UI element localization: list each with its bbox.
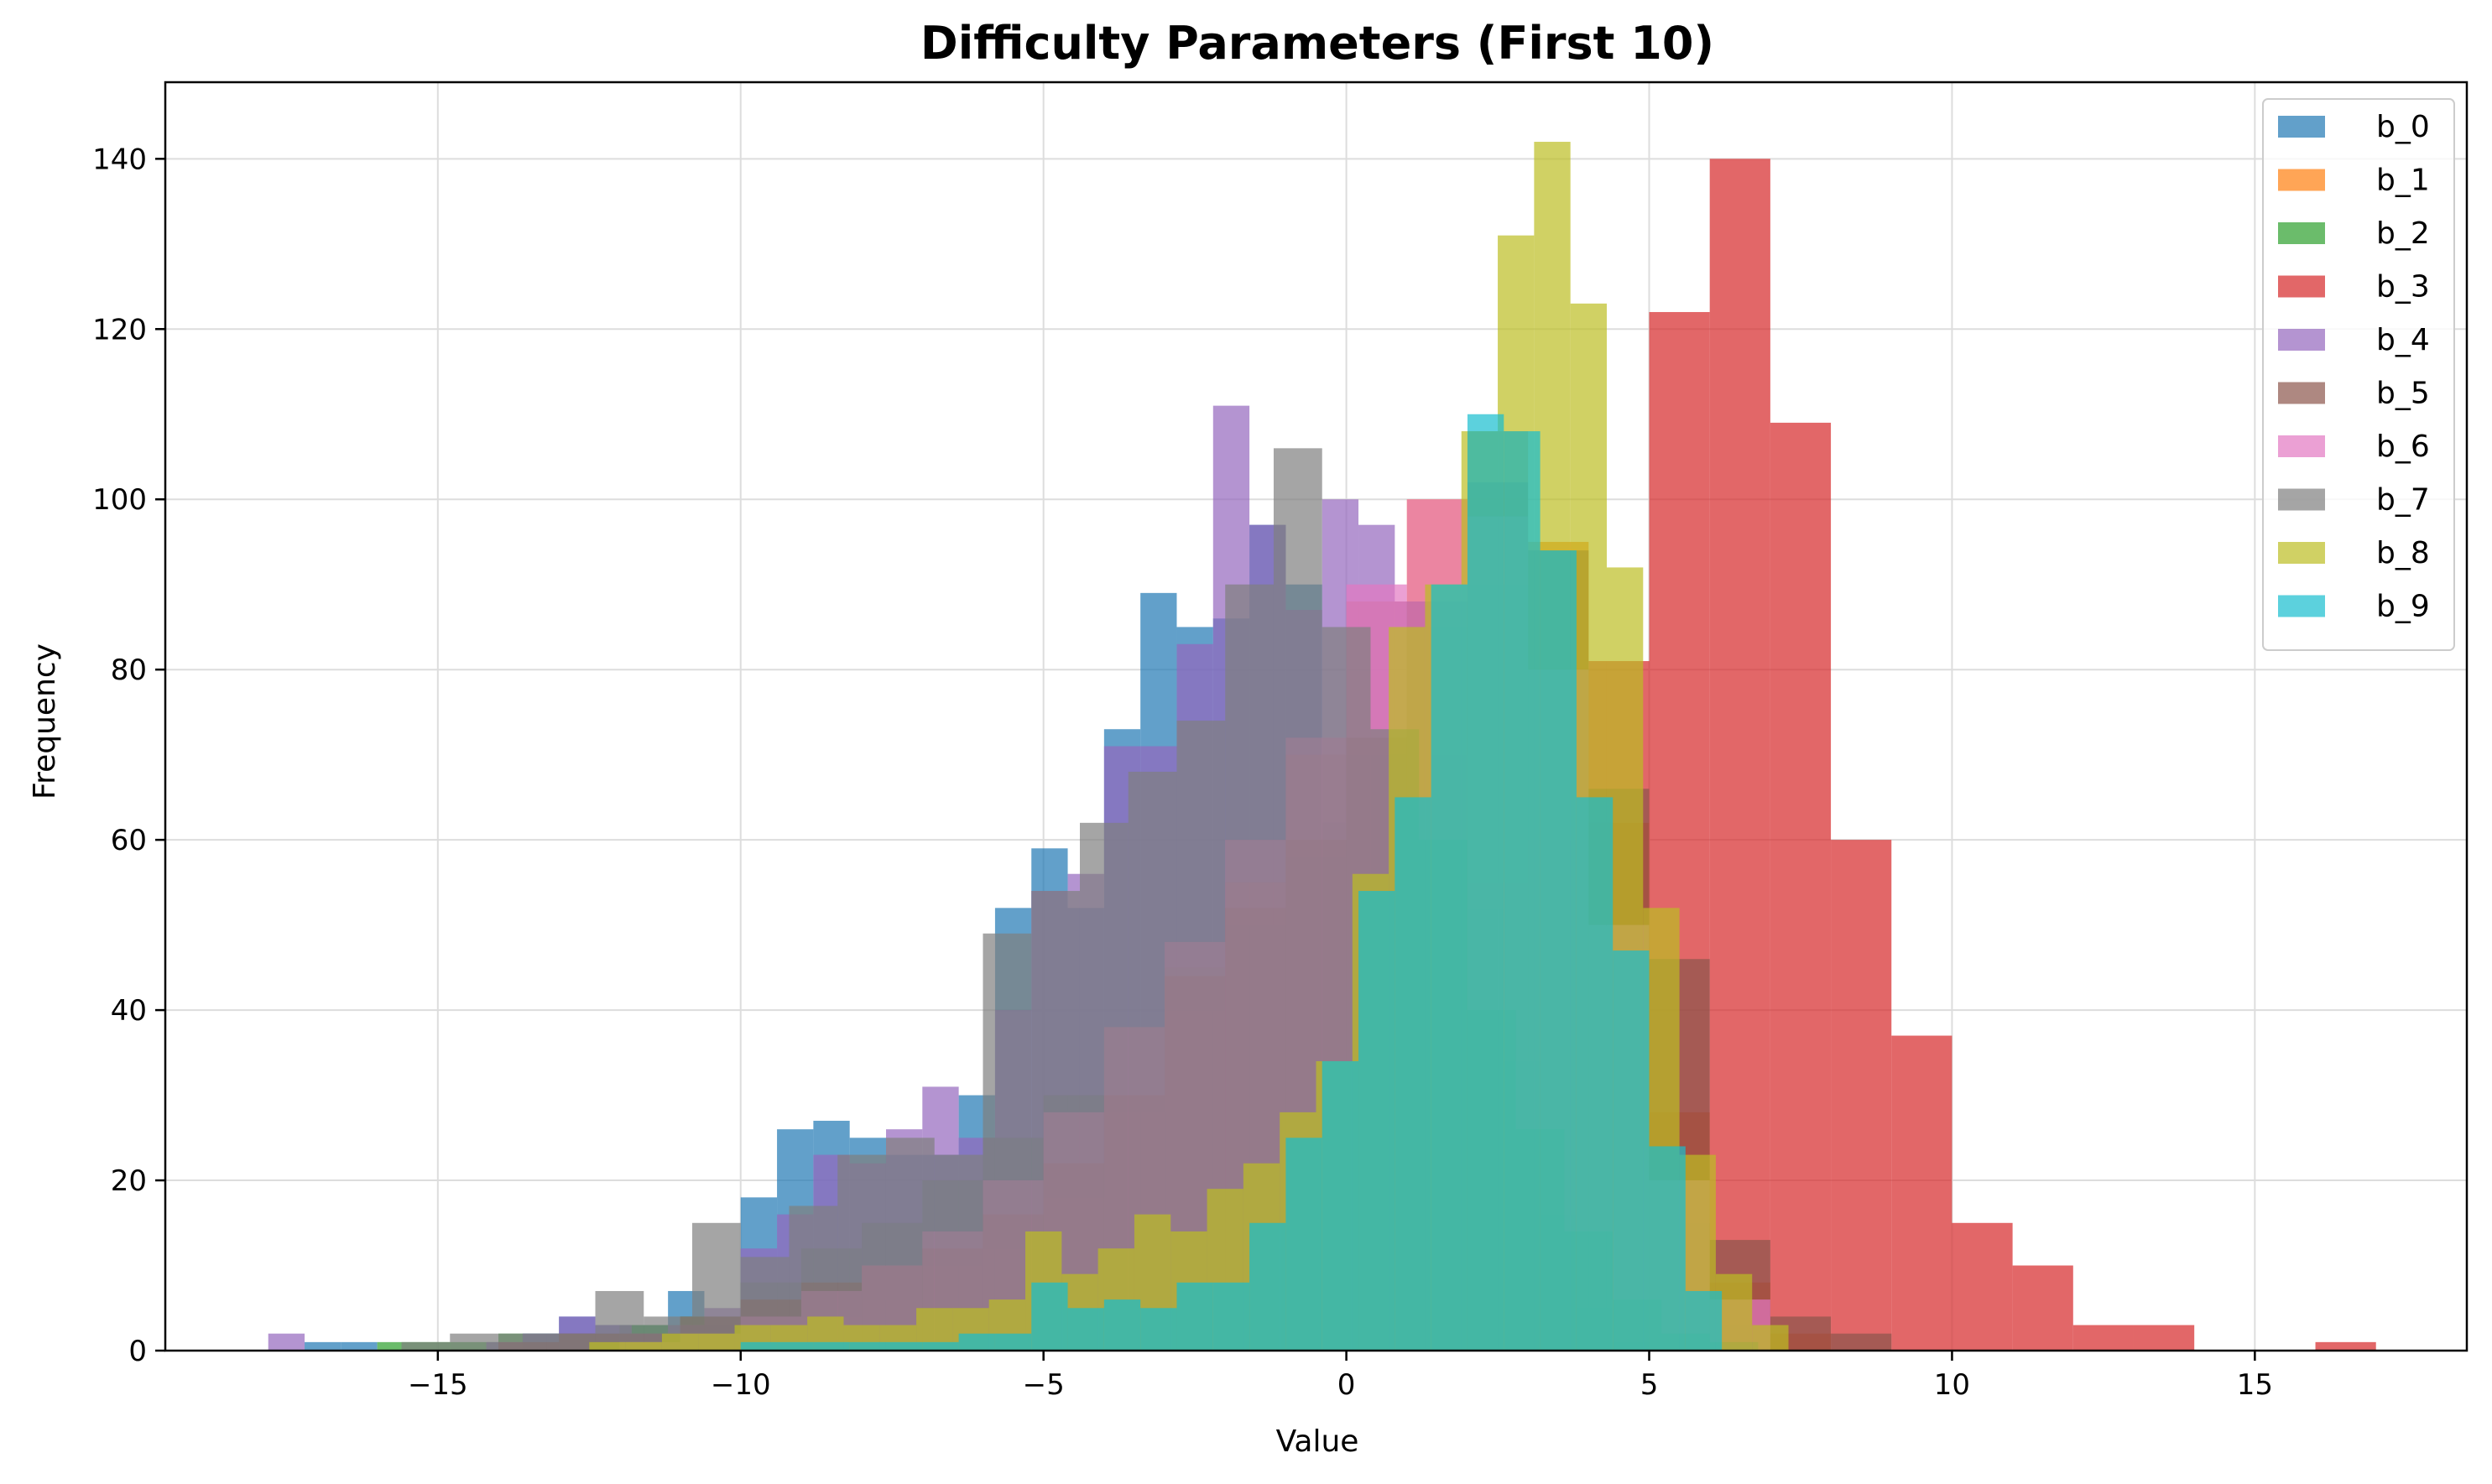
x-tick-label: −10 bbox=[711, 1368, 771, 1402]
y-tick-label: 120 bbox=[92, 313, 147, 346]
x-axis-label: Value bbox=[1276, 1424, 1359, 1459]
bar-b_9 bbox=[1576, 797, 1614, 1351]
bar-b_7 bbox=[498, 1333, 547, 1351]
legend-swatch-b_6 bbox=[2278, 435, 2325, 457]
x-axis-ticks: −15 −10 −5 0 5 10 15 bbox=[408, 1351, 2273, 1402]
bar-b_3 bbox=[2315, 1341, 2376, 1351]
bar-b_9 bbox=[1467, 414, 1504, 1351]
y-tick-label: 100 bbox=[92, 483, 147, 517]
bar-b_9 bbox=[1431, 584, 1468, 1351]
y-axis-ticks: 0 20 40 60 80 100 120 140 bbox=[92, 143, 165, 1368]
legend-swatch-b_7 bbox=[2278, 488, 2325, 511]
legend-swatch-b_2 bbox=[2278, 222, 2325, 244]
legend-label-b_0: b_0 bbox=[2376, 110, 2430, 144]
x-tick-label: 15 bbox=[2237, 1368, 2273, 1402]
bar-b_9 bbox=[1031, 1282, 1068, 1351]
legend-label-b_5: b_5 bbox=[2376, 377, 2430, 411]
bar-b_5 bbox=[1831, 1333, 1892, 1351]
legend-label-b_8: b_8 bbox=[2376, 536, 2430, 570]
legend-swatch-b_0 bbox=[2278, 116, 2325, 138]
bar-b_9 bbox=[922, 1341, 959, 1351]
bar-b_7 bbox=[983, 933, 1032, 1351]
bar-b_9 bbox=[1649, 1146, 1686, 1351]
bar-b_3 bbox=[1831, 840, 1892, 1351]
bar-b_0 bbox=[341, 1341, 378, 1351]
bar-b_9 bbox=[1140, 1308, 1177, 1351]
y-tick-label: 80 bbox=[111, 653, 147, 687]
y-tick-label: 20 bbox=[111, 1164, 147, 1198]
bar-b_9 bbox=[1067, 1308, 1104, 1351]
legend-label-b_7: b_7 bbox=[2376, 483, 2430, 518]
legend-label-b_1: b_1 bbox=[2376, 164, 2430, 198]
legend-swatch-b_4 bbox=[2278, 329, 2325, 351]
bar-b_9 bbox=[1176, 1282, 1213, 1351]
x-tick-label: −5 bbox=[1023, 1368, 1065, 1402]
legend: b_0 b_1 b_2 b_3 b_4 b_5 b_6 b_7 b_8 b_9 bbox=[2262, 98, 2455, 651]
bar-b_3 bbox=[2133, 1325, 2195, 1351]
legend-label-b_4: b_4 bbox=[2376, 323, 2430, 357]
bar-b_9 bbox=[1613, 950, 1650, 1351]
y-tick-label: 40 bbox=[111, 994, 147, 1028]
bar-b_9 bbox=[777, 1341, 814, 1351]
bar-b_9 bbox=[740, 1341, 778, 1351]
bar-b_9 bbox=[1685, 1290, 1723, 1351]
legend-label-b_3: b_3 bbox=[2376, 270, 2430, 305]
legend-label-b_6: b_6 bbox=[2376, 430, 2430, 464]
y-tick-label: 140 bbox=[92, 143, 147, 176]
y-axis-label: Frequency bbox=[28, 643, 62, 799]
bar-b_9 bbox=[813, 1341, 850, 1351]
histogram-bars bbox=[268, 142, 2376, 1351]
bar-b_3 bbox=[1891, 1035, 1952, 1351]
bar-b_8 bbox=[1752, 1325, 1789, 1351]
bar-b_3 bbox=[1770, 422, 1832, 1351]
bar-b_9 bbox=[1212, 1282, 1250, 1351]
bar-b_3 bbox=[2012, 1265, 2073, 1351]
x-tick-label: 5 bbox=[1640, 1368, 1659, 1402]
bar-b_9 bbox=[1322, 1060, 1359, 1351]
bar-b_3 bbox=[2072, 1325, 2134, 1351]
bar-b_0 bbox=[305, 1341, 341, 1351]
bar-b_7 bbox=[401, 1341, 451, 1351]
legend-label-b_2: b_2 bbox=[2376, 216, 2430, 251]
bar-b_7 bbox=[450, 1333, 499, 1351]
legend-swatch-b_8 bbox=[2278, 542, 2325, 564]
plot-frame bbox=[164, 81, 2469, 1352]
legend-swatch-b_3 bbox=[2278, 275, 2325, 298]
bar-b_9 bbox=[1504, 431, 1541, 1351]
legend-label-b_9: b_9 bbox=[2376, 590, 2430, 624]
bar-b_3 bbox=[1709, 159, 1770, 1351]
y-tick-label: 0 bbox=[128, 1335, 147, 1368]
bar-b_7 bbox=[837, 1154, 886, 1351]
bar-b_8 bbox=[661, 1333, 699, 1351]
legend-swatch-b_1 bbox=[2278, 169, 2325, 191]
bar-b_7 bbox=[692, 1222, 741, 1351]
bar-b_9 bbox=[1395, 797, 1431, 1351]
bar-b_9 bbox=[958, 1333, 995, 1351]
series-b_9 bbox=[740, 414, 1723, 1351]
bar-b_3 bbox=[1952, 1222, 2013, 1351]
bar-b_9 bbox=[1540, 550, 1577, 1351]
bar-b_9 bbox=[1358, 891, 1395, 1351]
bar-b_7 bbox=[546, 1333, 596, 1351]
bar-b_8 bbox=[589, 1341, 626, 1351]
x-tick-label: 10 bbox=[1934, 1368, 1970, 1402]
bar-b_9 bbox=[885, 1341, 923, 1351]
bar-b_9 bbox=[849, 1341, 886, 1351]
bar-b_9 bbox=[1103, 1299, 1141, 1351]
x-tick-label: 0 bbox=[1337, 1368, 1356, 1402]
y-tick-label: 60 bbox=[111, 824, 147, 857]
chart-title: Difficulty Parameters (First 10) bbox=[920, 17, 1714, 70]
bar-b_9 bbox=[994, 1333, 1032, 1351]
bar-b_7 bbox=[595, 1290, 644, 1351]
bar-b_8 bbox=[698, 1333, 735, 1351]
legend-swatch-b_9 bbox=[2278, 595, 2325, 617]
bar-b_9 bbox=[1249, 1222, 1286, 1351]
x-tick-label: −15 bbox=[408, 1368, 468, 1402]
legend-swatch-b_5 bbox=[2278, 382, 2325, 404]
bar-b_9 bbox=[1285, 1138, 1322, 1351]
bar-b_8 bbox=[625, 1341, 662, 1351]
bar-b_4 bbox=[268, 1333, 305, 1351]
